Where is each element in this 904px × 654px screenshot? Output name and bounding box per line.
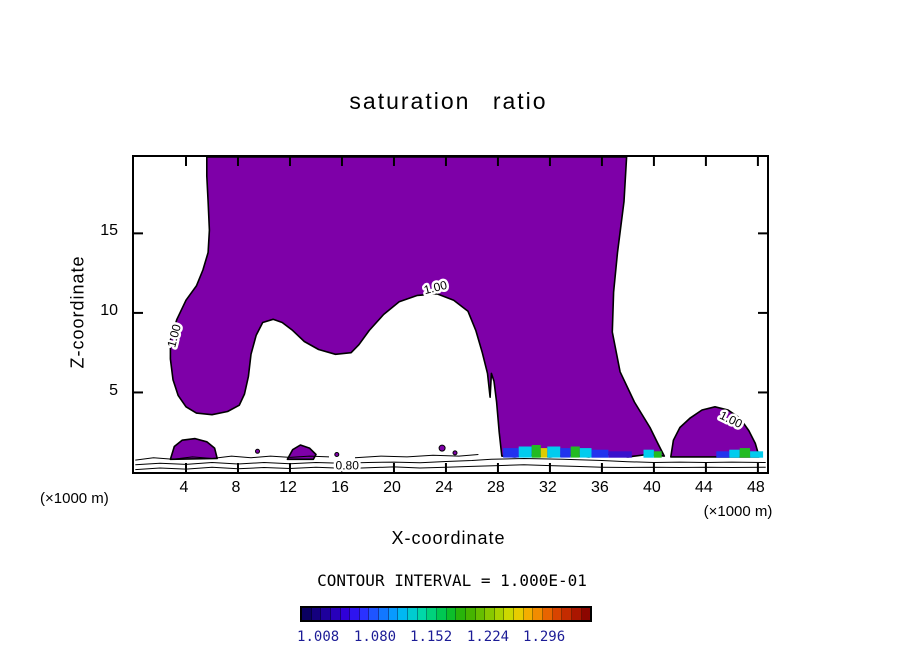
- colorbar-cell: [581, 608, 591, 620]
- colorbar-cell: [311, 608, 322, 620]
- supersaturation-patch: [540, 448, 548, 458]
- supersaturation-patch: [608, 451, 632, 458]
- colorbar-cell: [571, 608, 582, 620]
- terrain-contour-line: [135, 464, 766, 471]
- colorbar-cell: [552, 608, 563, 620]
- filled-contour-right-hill: [669, 406, 761, 458]
- colorbar: [300, 606, 592, 622]
- x-tick-label: 20: [383, 479, 401, 496]
- x-tick-label: 44: [694, 479, 713, 496]
- terrain-contour-line: [135, 457, 766, 466]
- colorbar-cell: [465, 608, 476, 620]
- colorbar-cell: [302, 608, 312, 620]
- colorbar-cell: [456, 608, 466, 620]
- colorbar-cell: [523, 608, 534, 620]
- x-tick-label: 16: [331, 479, 349, 496]
- small-contour-blob: [452, 450, 458, 456]
- colorbar-tick-label: 1.008: [297, 629, 340, 645]
- colorbar-cell: [485, 608, 495, 620]
- colorbar-cell: [533, 608, 544, 620]
- small-contour-blob: [255, 448, 260, 454]
- supersaturation-patch: [716, 451, 730, 458]
- colorbar-cell: [427, 608, 437, 620]
- colorbar-tick-label: 1.152: [410, 629, 453, 645]
- contour-interval-text: CONTOUR INTERVAL = 1.000E-01: [317, 571, 587, 590]
- x-tick-labels: 4 8 12 16 20 24 28 32 36 40 44 48: [132, 478, 765, 498]
- supersaturation-patch: [739, 448, 751, 458]
- contour-plot: 1.001.001.000.80: [134, 157, 767, 472]
- colorbar-cell: [436, 608, 447, 620]
- colorbar-cell: [543, 608, 553, 620]
- supersaturation-patch: [547, 446, 561, 458]
- colorbar-cell: [494, 608, 505, 620]
- colorbar-cell: [562, 608, 572, 620]
- y-tick-label: 15: [100, 222, 118, 240]
- x-tick-label: 36: [590, 479, 609, 496]
- supersaturation-patch: [531, 445, 541, 458]
- colorbar-cell: [446, 608, 457, 620]
- supersaturation-patch: [643, 449, 654, 458]
- colorbar-cell: [321, 608, 331, 620]
- supersaturation-patch: [570, 446, 580, 458]
- y-tick-label: 5: [109, 381, 118, 399]
- supersaturation-patch: [591, 449, 609, 458]
- colorbar-tick-label: 1.080: [353, 629, 397, 645]
- supersaturation-patch: [518, 446, 532, 458]
- colorbar-cell: [504, 608, 515, 620]
- x-tick-label: 48: [746, 479, 765, 496]
- contour-label: 0.80: [336, 459, 360, 472]
- colorbar-cell: [379, 608, 389, 620]
- colorbar-cell: [359, 608, 370, 620]
- colorbar-cell: [417, 608, 428, 620]
- x-tick-label: 24: [435, 479, 453, 496]
- x-tick-label: 40: [642, 479, 661, 496]
- y-units-label: (×1000 m): [40, 490, 109, 507]
- supersaturation-patch: [653, 451, 662, 458]
- terrain-contour-line: [135, 455, 330, 461]
- filled-contour-ground-patch-left: [169, 437, 218, 461]
- x-tick-label: 4: [179, 479, 189, 496]
- chart-title: saturation ratio: [349, 88, 548, 114]
- colorbar-tick-label: 1.296: [523, 629, 566, 645]
- y-tick-label: 10: [100, 301, 118, 319]
- x-tick-label: 8: [231, 479, 241, 496]
- colorbar-cell: [369, 608, 380, 620]
- colorbar-cell: [340, 608, 351, 620]
- colorbar-cell: [408, 608, 418, 620]
- x-tick-label: 12: [279, 479, 297, 496]
- x-tick-label: 32: [538, 479, 557, 496]
- colorbar-cell: [398, 608, 409, 620]
- x-tick-label: 28: [486, 479, 505, 496]
- supersaturation-patch: [750, 451, 764, 458]
- filled-contour-main-cloud: [169, 157, 666, 458]
- terrain-contour-line: [354, 454, 479, 459]
- colorbar-tick-label: 1.224: [466, 629, 510, 645]
- colorbar-cell: [514, 608, 524, 620]
- colorbar-cell: [350, 608, 360, 620]
- colorbar-cell: [475, 608, 486, 620]
- supersaturation-patch: [729, 449, 740, 458]
- small-contour-blob: [438, 444, 446, 452]
- x-axis-label: X-coordinate: [391, 528, 506, 548]
- colorbar-cell: [388, 608, 399, 620]
- supersaturation-patch: [579, 448, 592, 458]
- small-contour-blob: [334, 452, 340, 457]
- y-tick-labels: 5 10 15: [84, 155, 124, 470]
- plot-area: 1.00 1.00 1.00 0.80: [132, 155, 769, 474]
- supersaturation-patch: [560, 448, 571, 458]
- colorbar-cell: [330, 608, 341, 620]
- supersaturation-patch: [503, 448, 519, 458]
- x-units-label: (×1000 m): [703, 503, 773, 520]
- colorbar-labels: 1.008 1.080 1.152 1.224 1.296: [297, 629, 592, 647]
